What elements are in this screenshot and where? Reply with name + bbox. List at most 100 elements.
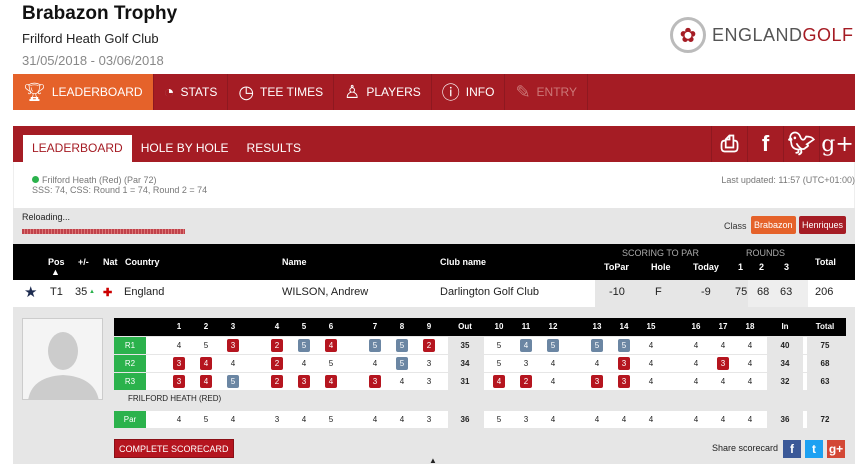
score-cell: 3: [713, 355, 733, 372]
score-cell: 5: [496, 341, 502, 350]
facebook-share-icon[interactable]: f: [783, 440, 801, 458]
score-cell: 4: [196, 373, 216, 390]
score-cell: 5: [392, 337, 412, 354]
score-cell: 4: [550, 359, 556, 368]
score-cell: 4: [693, 341, 699, 350]
score-cell: 5: [365, 337, 385, 354]
score-cell: 5: [614, 337, 634, 354]
collapse-caret-icon[interactable]: ▲: [429, 456, 437, 465]
score-cell: 34: [780, 359, 790, 368]
hole-header: 8: [399, 322, 405, 331]
score-cell: 4: [747, 341, 753, 350]
score-cell: 2: [267, 373, 287, 390]
score-cell: 4: [747, 415, 753, 424]
hole-header: 2: [203, 322, 209, 331]
move-up-icon: ▲: [89, 289, 95, 295]
google-plus-share-icon[interactable]: g+: [827, 440, 845, 458]
score-cell: 5: [587, 337, 607, 354]
score-cell: 3: [523, 415, 529, 424]
score-cell: 2: [516, 373, 536, 390]
nav-stats[interactable]: ◔ STATS: [154, 74, 229, 110]
score-cell: 35: [460, 341, 470, 350]
score-cell: 3: [274, 415, 280, 424]
twitter-share-icon[interactable]: t: [805, 440, 823, 458]
hole-header: 5: [301, 322, 307, 331]
hole-header: 16: [691, 322, 701, 331]
class-brabazon-button[interactable]: Brabazon: [751, 216, 796, 234]
hole-header: 11: [521, 322, 531, 331]
score-cell: 5: [392, 355, 412, 372]
hole-header: 15: [646, 322, 656, 331]
score-cell: 4: [399, 377, 405, 386]
rose-icon: ✿: [670, 17, 706, 53]
trophy-icon: 🏆︎: [23, 81, 46, 102]
score-cell: 4: [648, 359, 654, 368]
tab-leaderboard[interactable]: LEADERBOARD: [23, 135, 132, 162]
score-cell: 4: [196, 355, 216, 372]
print-icon[interactable]: ⎙: [711, 126, 747, 162]
score-cell: 5: [496, 415, 502, 424]
score-cell: 36: [780, 415, 790, 424]
england-flag-icon: ✚: [103, 287, 113, 299]
complete-scorecard-button[interactable]: COMPLETE SCORECARD: [114, 439, 234, 458]
main-nav: 🏆︎ LEADERBOARD ◔ STATS ◷ TEE TIMES ♙ PLAYERS…: [13, 74, 855, 110]
hole-header: 12: [548, 322, 558, 331]
round-row: R2 3 4 4 2 4 5 4 5 3 34 5 3 4 4 3 4 4 3 4 34 68: [114, 355, 846, 372]
scorecard-table: 1 2 3 4 5 6 7 8 9 Out 10 11 12 13 14 15 16 17 18 In Total R1 4…: [114, 318, 846, 431]
score-cell: 5: [543, 337, 563, 354]
nav-leaderboard[interactable]: 🏆︎ LEADERBOARD: [13, 74, 154, 110]
score-cell: 4: [720, 341, 726, 350]
score-cell: 4: [321, 337, 341, 354]
score-cell: 3: [614, 355, 634, 372]
share-scorecard-label: Share scorecard: [712, 443, 779, 453]
score-cell: 75: [820, 341, 830, 350]
status-dot-icon: [32, 176, 39, 183]
google-plus-icon[interactable]: g+: [819, 126, 855, 162]
reloading-text: Reloading...: [22, 212, 71, 222]
score-cell: 5: [203, 415, 209, 424]
facebook-icon[interactable]: f: [747, 126, 783, 162]
score-cell: 5: [328, 415, 334, 424]
round-label: Par: [114, 411, 146, 428]
favourite-star-icon[interactable]: ★: [24, 284, 38, 301]
score-cell: 4: [301, 415, 307, 424]
twitter-icon[interactable]: 🐦︎: [783, 126, 819, 162]
score-cell: 3: [294, 373, 314, 390]
player-row[interactable]: ★ T1 35 ▲ ✚ England WILSON, Andrew Darli…: [13, 280, 855, 307]
score-cell: 4: [621, 415, 627, 424]
round-label: R3: [114, 373, 146, 390]
hole-header: 9: [426, 322, 432, 331]
england-golf-logo[interactable]: ✿ ENGLANDGOLF: [670, 16, 854, 54]
score-cell: 34: [460, 359, 470, 368]
nav-tee-times[interactable]: ◷ TEE TIMES: [228, 74, 335, 110]
score-cell: 4: [648, 341, 654, 350]
reload-progress-bar: [22, 229, 185, 234]
score-cell: 4: [176, 415, 182, 424]
club-name: Frilford Heath Golf Club: [22, 31, 159, 46]
hole-header: 18: [745, 322, 755, 331]
score-cell: 32: [780, 377, 790, 386]
score-cell: 4: [594, 359, 600, 368]
score-cell: 36: [460, 415, 470, 424]
tab-hole-by-hole[interactable]: HOLE BY HOLE: [140, 141, 229, 155]
nav-players[interactable]: ♙ PLAYERS: [334, 74, 432, 110]
event-dates: 31/05/2018 - 03/06/2018: [22, 53, 164, 68]
score-cell: 4: [321, 373, 341, 390]
score-cell: 3: [614, 373, 634, 390]
score-cell: 4: [693, 359, 699, 368]
score-cell: 3: [365, 373, 385, 390]
score-cell: 3: [587, 373, 607, 390]
class-henriques-button[interactable]: Henriques: [799, 216, 847, 234]
par-row: Par 4 5 4 3 4 5 4 4 3 36 5 3 4 4 4 4 4 4 4 36 72: [114, 411, 846, 428]
player-avatar: [22, 318, 103, 400]
round-label: R2: [114, 355, 146, 372]
nav-info[interactable]: ⓘ INFO: [432, 74, 506, 110]
score-cell: 63: [820, 377, 830, 386]
col-pos[interactable]: Pos: [48, 257, 65, 267]
score-cell: 4: [594, 415, 600, 424]
hole-header: In: [781, 322, 789, 331]
score-cell: 4: [372, 359, 378, 368]
tab-results[interactable]: RESULTS: [246, 141, 301, 155]
player-name[interactable]: WILSON, Andrew: [282, 286, 369, 298]
hole-header: 1: [176, 322, 182, 331]
